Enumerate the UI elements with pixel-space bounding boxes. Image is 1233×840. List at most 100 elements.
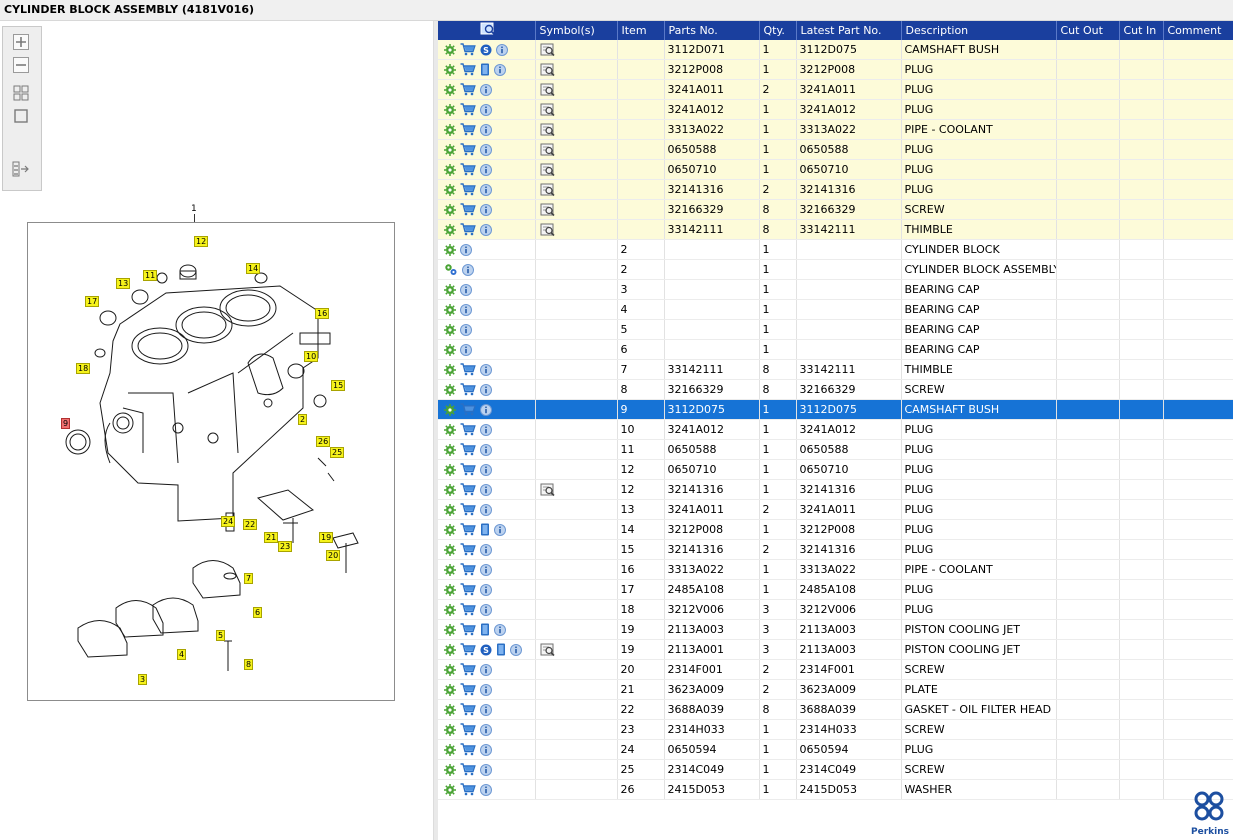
- book-icon[interactable]: [496, 643, 506, 656]
- callout-14[interactable]: 14: [246, 263, 261, 274]
- info-icon[interactable]: [480, 543, 492, 556]
- table-row[interactable]: 26 2415D053 1 2415D053 WASHER: [438, 779, 1233, 800]
- table-row[interactable]: 18 3212V006 3 3212V006 PLUG: [438, 599, 1233, 620]
- icons-cell[interactable]: [438, 319, 536, 340]
- info-icon[interactable]: [494, 63, 506, 76]
- icons-cell[interactable]: [438, 219, 536, 240]
- symbols-cell[interactable]: [535, 659, 618, 680]
- table-row[interactable]: 0650710 1 0650710 PLUG: [438, 159, 1233, 180]
- table-row[interactable]: 20 2314F001 2 2314F001 SCREW: [438, 659, 1233, 680]
- illustration-symbol-icon[interactable]: [540, 103, 556, 117]
- cart-icon[interactable]: [460, 443, 476, 456]
- symbols-cell[interactable]: [535, 319, 618, 340]
- gear-icon[interactable]: [444, 523, 456, 536]
- info-icon[interactable]: [480, 703, 492, 716]
- icons-cell[interactable]: [438, 739, 536, 760]
- table-row[interactable]: 12 32141316 1 32141316 PLUG: [438, 479, 1233, 500]
- export-icon[interactable]: [12, 160, 30, 178]
- column-header-latest-part-no[interactable]: Latest Part No.: [796, 21, 902, 40]
- callout-7[interactable]: 7: [244, 573, 254, 584]
- info-icon[interactable]: [480, 163, 492, 176]
- info-icon[interactable]: [480, 103, 492, 116]
- gear-icon[interactable]: [444, 103, 456, 116]
- cart-icon[interactable]: [460, 363, 476, 376]
- callout-3[interactable]: 3: [138, 674, 148, 685]
- gear-icon[interactable]: [444, 583, 456, 596]
- gear-icon[interactable]: [444, 163, 456, 176]
- icons-cell[interactable]: [438, 479, 536, 500]
- gear-icon[interactable]: [444, 723, 456, 736]
- info-icon[interactable]: [462, 263, 474, 276]
- info-icon[interactable]: [480, 383, 492, 396]
- icons-cell[interactable]: [438, 619, 536, 640]
- info-icon[interactable]: [496, 43, 508, 56]
- table-row[interactable]: 6 1 BEARING CAP: [438, 339, 1233, 360]
- symbols-cell[interactable]: [535, 759, 618, 780]
- zoom-in-icon[interactable]: [12, 33, 30, 51]
- icons-cell[interactable]: [438, 379, 536, 400]
- callout-19[interactable]: 19: [319, 532, 334, 543]
- cart-icon[interactable]: [460, 83, 476, 96]
- symbols-cell[interactable]: [535, 299, 618, 320]
- symbols-cell[interactable]: [535, 619, 618, 640]
- symbols-cell[interactable]: [535, 779, 618, 800]
- cart-icon[interactable]: [460, 103, 476, 116]
- gear-icon[interactable]: [444, 203, 456, 216]
- symbols-cell[interactable]: [535, 439, 618, 460]
- cart-icon[interactable]: [460, 43, 476, 56]
- gear-icon[interactable]: [444, 63, 456, 76]
- callout-8[interactable]: 8: [244, 659, 254, 670]
- icons-cell[interactable]: [438, 79, 536, 100]
- icons-cell[interactable]: [438, 659, 536, 680]
- callout-26[interactable]: 26: [316, 436, 331, 447]
- table-row[interactable]: 22 3688A039 8 3688A039 GASKET - OIL FILTER H…: [438, 699, 1233, 720]
- illustration-symbol-icon[interactable]: [540, 483, 556, 497]
- supersession-icon[interactable]: S: [480, 44, 492, 56]
- icons-cell[interactable]: [438, 259, 536, 280]
- icons-cell[interactable]: [438, 139, 536, 160]
- table-row[interactable]: 16 3313A022 1 3313A022 PIPE - COOLANT: [438, 559, 1233, 580]
- info-icon[interactable]: [480, 783, 492, 796]
- info-icon[interactable]: [480, 123, 492, 136]
- callout-21[interactable]: 21: [264, 532, 279, 543]
- callout-13[interactable]: 13: [116, 278, 131, 289]
- callout-22[interactable]: 22: [243, 519, 258, 530]
- symbols-cell[interactable]: [535, 279, 618, 300]
- illustration-symbol-icon[interactable]: [540, 223, 556, 237]
- symbols-cell[interactable]: [535, 419, 618, 440]
- table-row[interactable]: 14 3212P008 1 3212P008 PLUG: [438, 519, 1233, 540]
- table-row[interactable]: 32166329 8 32166329 SCREW: [438, 199, 1233, 220]
- gear-icon[interactable]: [444, 223, 456, 236]
- cart-icon[interactable]: [460, 743, 476, 756]
- table-row[interactable]: 23 2314H033 1 2314H033 SCREW: [438, 719, 1233, 740]
- table-row[interactable]: 2 1 CYLINDER BLOCK ASSEMBLY: [438, 259, 1233, 280]
- cart-icon[interactable]: [460, 143, 476, 156]
- table-row[interactable]: 13 3241A011 2 3241A011 PLUG: [438, 499, 1233, 520]
- pane-splitter[interactable]: [433, 21, 438, 840]
- gear-icon[interactable]: [444, 403, 456, 416]
- gear-icon[interactable]: [444, 743, 456, 756]
- gear-icon[interactable]: [444, 43, 456, 56]
- icons-cell[interactable]: [438, 559, 536, 580]
- symbols-cell[interactable]: [535, 699, 618, 720]
- callout-2[interactable]: 2: [298, 414, 308, 425]
- icons-cell[interactable]: [438, 779, 536, 800]
- icons-cell[interactable]: [438, 239, 536, 260]
- symbols-cell[interactable]: [535, 739, 618, 760]
- callout-20[interactable]: 20: [326, 550, 341, 561]
- table-row[interactable]: 19 2113A003 3 2113A003 PISTON COOLING JET: [438, 619, 1233, 640]
- table-row[interactable]: 10 3241A012 1 3241A012 PLUG: [438, 419, 1233, 440]
- gear-icon[interactable]: [444, 483, 456, 496]
- cart-icon[interactable]: [460, 463, 476, 476]
- symbols-cell[interactable]: [535, 539, 618, 560]
- icons-cell[interactable]: [438, 539, 536, 560]
- illustration-symbol-icon[interactable]: [540, 83, 556, 97]
- icons-cell[interactable]: [438, 59, 536, 80]
- gear-icon[interactable]: [444, 363, 456, 376]
- symbols-cell[interactable]: [535, 159, 618, 180]
- book-icon[interactable]: [480, 63, 490, 76]
- table-row[interactable]: 32141316 2 32141316 PLUG: [438, 179, 1233, 200]
- info-icon[interactable]: [480, 403, 492, 416]
- table-row[interactable]: 9 3112D075 1 3112D075 CAMSHAFT BUSH: [438, 399, 1233, 420]
- info-icon[interactable]: [460, 324, 472, 336]
